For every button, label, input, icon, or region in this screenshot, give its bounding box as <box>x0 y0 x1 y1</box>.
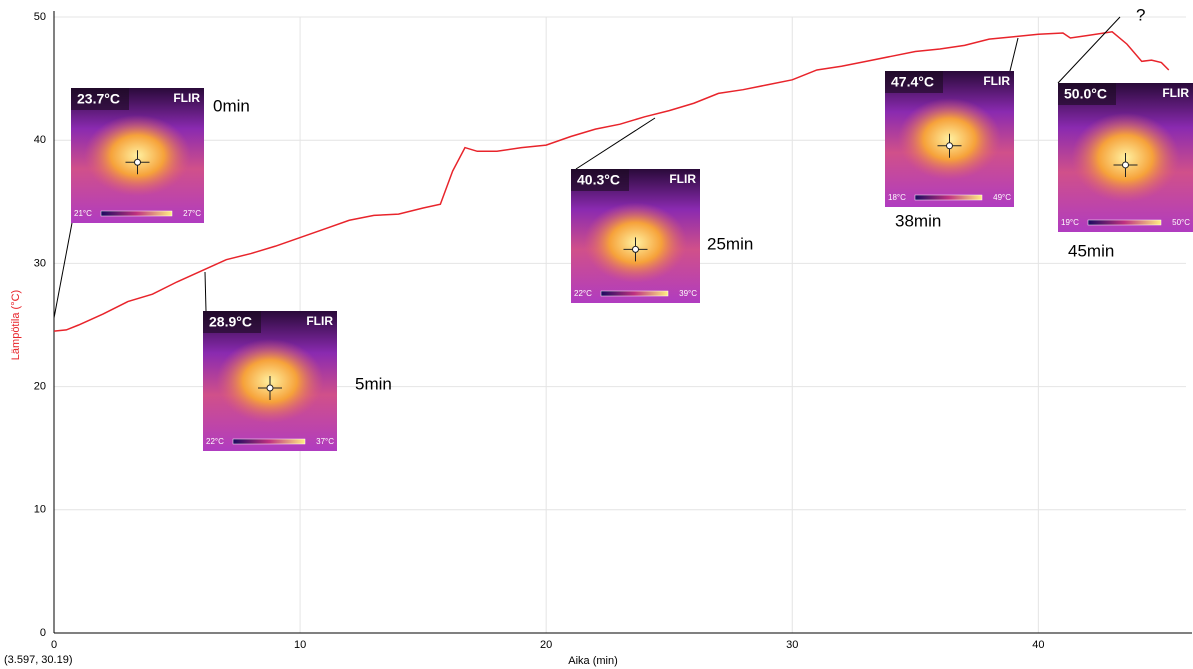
time-label: 5min <box>355 374 392 393</box>
crosshair-dot <box>633 246 639 252</box>
scale-max: 49°C <box>993 193 1011 202</box>
scale-max: 39°C <box>679 289 697 298</box>
crosshair-dot <box>947 143 953 149</box>
connector <box>54 223 72 318</box>
inset-temp: 50.0°C <box>1064 86 1107 102</box>
inset-brand: FLIR <box>1162 86 1189 100</box>
time-label: 25min <box>707 234 753 253</box>
thermal-image: 47.4°C FLIR 18°C 49°C <box>885 71 1014 207</box>
scale-max: 50°C <box>1172 218 1190 227</box>
time-label: 45min <box>1068 241 1114 260</box>
y-tick-label: 20 <box>34 381 46 393</box>
y-tick-label: 50 <box>34 11 46 23</box>
y-axis-label: Lämpötila (°C) <box>10 290 22 360</box>
scale-bar <box>915 195 982 200</box>
scale-bar <box>101 211 172 216</box>
inset-temp: 23.7°C <box>77 91 120 107</box>
thermal-image: 50.0°C FLIR 19°C 50°C <box>1058 83 1193 232</box>
crosshair-dot <box>1123 162 1129 168</box>
scale-bar <box>601 291 668 296</box>
x-tick-label: 40 <box>1032 639 1044 651</box>
x-tick-label: 30 <box>786 639 798 651</box>
y-tick-label: 40 <box>34 134 46 146</box>
inset-brand: FLIR <box>669 172 696 186</box>
time-label: 0min <box>213 96 250 115</box>
time-label: 38min <box>895 211 941 230</box>
scale-min: 21°C <box>74 209 92 218</box>
scale-min: 18°C <box>888 193 906 202</box>
x-axis-label: Aika (min) <box>568 655 618 667</box>
inset-temp: 28.9°C <box>209 314 252 330</box>
scale-min: 22°C <box>574 289 592 298</box>
scale-bar <box>1088 220 1161 225</box>
connector <box>1010 38 1018 71</box>
scale-min: 22°C <box>206 437 224 446</box>
question-mark: ? <box>1136 5 1145 24</box>
scale-min: 19°C <box>1061 218 1079 227</box>
inset-brand: FLIR <box>983 74 1010 88</box>
connector <box>205 272 206 311</box>
y-tick-label: 0 <box>40 627 46 639</box>
inset-temp: 40.3°C <box>577 172 620 188</box>
x-tick-label: 0 <box>51 639 57 651</box>
y-tick-label: 30 <box>34 257 46 269</box>
inset-brand: FLIR <box>173 91 200 105</box>
thermal-image: 23.7°C FLIR 21°C 27°C <box>71 88 204 223</box>
x-tick-label: 20 <box>540 639 552 651</box>
scale-max: 37°C <box>316 437 334 446</box>
thermal-image: 28.9°C FLIR 22°C 37°C <box>203 311 337 451</box>
inset-temp: 47.4°C <box>891 74 934 90</box>
x-tick-label: 10 <box>294 639 306 651</box>
crosshair-dot <box>267 385 273 391</box>
y-tick-label: 10 <box>34 504 46 516</box>
scale-max: 27°C <box>183 209 201 218</box>
chart: Aika (min) Lämpötila (°C) (3.597, 30.19)… <box>0 0 1193 669</box>
corner-note: (3.597, 30.19) <box>4 654 73 666</box>
thermal-image: 40.3°C FLIR 22°C 39°C <box>571 169 700 303</box>
scale-bar <box>233 439 305 444</box>
crosshair-dot <box>135 159 141 165</box>
inset-brand: FLIR <box>306 314 333 328</box>
connector <box>1058 17 1120 83</box>
